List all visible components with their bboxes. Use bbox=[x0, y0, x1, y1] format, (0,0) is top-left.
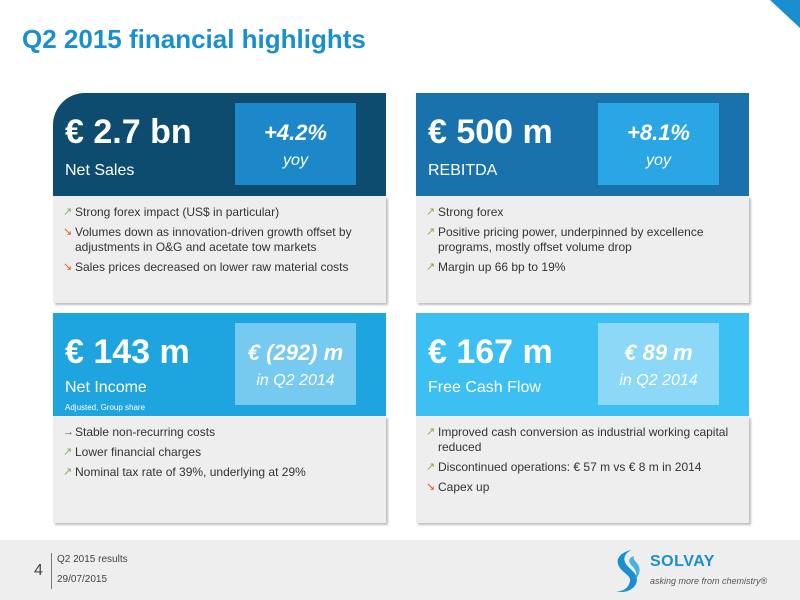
bullet-text: Volumes down as innovation-driven growth… bbox=[75, 225, 352, 254]
metric-value: € 143 m bbox=[65, 333, 190, 371]
corner-decoration bbox=[770, 0, 800, 28]
metric-label: Net Sales bbox=[65, 162, 135, 179]
footer-title: Q2 2015 results bbox=[57, 554, 128, 565]
solvay-s-icon bbox=[614, 550, 640, 592]
bullet-text: Improved cash conversion as industrial w… bbox=[438, 425, 729, 454]
change-box: € 89 m in Q2 2014 bbox=[598, 323, 719, 405]
bullet-item: ↗ Margin up 66 bp to 19% bbox=[426, 260, 739, 275]
bullet-item: ↗ Strong forex bbox=[426, 205, 739, 220]
bullet-item: ↗ Nominal tax rate of 39%, underlying at … bbox=[63, 465, 376, 480]
change-box: € (292) m in Q2 2014 bbox=[235, 323, 356, 405]
card-header: € 500 m REBITDA +8.1% yoy bbox=[416, 93, 749, 196]
footer: 4 Q2 2015 results 29/07/2015 SOLVAY aski… bbox=[0, 540, 800, 600]
bullet-text: Margin up 66 bp to 19% bbox=[438, 260, 566, 274]
bullet-text: Nominal tax rate of 39%, underlying at 2… bbox=[75, 465, 306, 479]
change-value: +8.1% bbox=[627, 120, 690, 145]
net-income-card: € 143 m Net Income Adjusted, Group share… bbox=[53, 313, 386, 523]
change-box: +4.2% yoy bbox=[235, 103, 356, 185]
change-value: +4.2% bbox=[264, 120, 327, 145]
arrow-up-right-icon: ↗ bbox=[426, 206, 436, 218]
bullet-item: ↗ Positive pricing power, underpinned by … bbox=[426, 225, 739, 255]
bullet-text: Capex up bbox=[438, 480, 490, 494]
metric-label: Free Cash Flow bbox=[428, 379, 541, 396]
bullet-text: Discontinued operations: € 57 m vs € 8 m… bbox=[438, 460, 702, 474]
arrow-down-right-icon: ↘ bbox=[63, 226, 73, 238]
arrow-up-right-icon: ↗ bbox=[63, 446, 73, 458]
bullet-item: ↘ Sales prices decreased on lower raw mat… bbox=[63, 260, 376, 275]
bullet-text: Strong forex bbox=[438, 205, 504, 219]
change-label: in Q2 2014 bbox=[256, 372, 335, 389]
bullet-item: ↘ Capex up bbox=[426, 480, 739, 495]
solvay-logo: SOLVAY asking more from chemistry® bbox=[606, 546, 786, 596]
metric-label: Net Income bbox=[65, 379, 147, 396]
page-number: 4 bbox=[34, 562, 43, 579]
card-body: ↗ Strong forex ↗ Positive pricing power, u… bbox=[416, 196, 749, 303]
change-label: yoy bbox=[646, 152, 671, 169]
arrow-up-right-icon: ↗ bbox=[426, 426, 436, 438]
metric-value: € 167 m bbox=[428, 333, 553, 371]
arrow-up-right-icon: ↗ bbox=[63, 206, 73, 218]
arrow-up-right-icon: ↗ bbox=[426, 261, 436, 273]
metric-sublabel: Adjusted, Group share bbox=[65, 403, 146, 412]
bullet-text: Strong forex impact (US$ in particular) bbox=[75, 205, 280, 219]
bullet-item: ↗ Discontinued operations: € 57 m vs € 8 … bbox=[426, 460, 739, 475]
change-label: in Q2 2014 bbox=[619, 372, 698, 389]
free-cash-flow-card: € 167 m Free Cash Flow € 89 m in Q2 2014… bbox=[416, 313, 749, 523]
bullet-item: ↘ Volumes down as innovation-driven growt… bbox=[63, 225, 376, 255]
bullet-item: ↗ Improved cash conversion as industrial … bbox=[426, 425, 739, 455]
arrow-right-icon: → bbox=[63, 426, 74, 438]
card-header: € 143 m Net Income Adjusted, Group share… bbox=[53, 313, 386, 416]
card-body: → Stable non-recurring costs ↗ Lower finan… bbox=[53, 416, 386, 523]
change-value: € (292) m bbox=[247, 340, 344, 365]
net-sales-card: € 2.7 bn Net Sales +4.2% yoy ↗ Strong for… bbox=[53, 93, 386, 303]
metric-value: € 2.7 bn bbox=[65, 113, 192, 151]
bullet-text: Stable non-recurring costs bbox=[75, 425, 216, 439]
logo-wordmark: SOLVAY bbox=[650, 553, 715, 570]
bullet-item: → Stable non-recurring costs bbox=[63, 425, 376, 440]
metric-label: REBITDA bbox=[428, 162, 498, 179]
arrow-up-right-icon: ↗ bbox=[63, 466, 73, 478]
bullet-item: ↗ Lower financial charges bbox=[63, 445, 376, 460]
logo-tagline: asking more from chemistry® bbox=[650, 576, 768, 586]
bullet-text: Positive pricing power, underpinned by e… bbox=[438, 225, 704, 254]
arrow-up-right-icon: ↗ bbox=[426, 226, 436, 238]
card-body: ↗ Strong forex impact (US$ in particular)… bbox=[53, 196, 386, 303]
footer-date: 29/07/2015 bbox=[57, 574, 108, 585]
change-value: € 89 m bbox=[624, 340, 693, 365]
metric-value: € 500 m bbox=[428, 113, 553, 151]
footer-divider bbox=[51, 553, 52, 589]
change-label: yoy bbox=[283, 152, 308, 169]
page-title: Q2 2015 financial highlights bbox=[22, 24, 366, 54]
arrow-up-right-icon: ↗ bbox=[426, 461, 436, 473]
change-box: +8.1% yoy bbox=[598, 103, 719, 185]
card-header: € 2.7 bn Net Sales +4.2% yoy bbox=[53, 93, 386, 196]
arrow-down-right-icon: ↘ bbox=[63, 261, 73, 273]
bullet-text: Lower financial charges bbox=[75, 445, 202, 459]
bullet-text: Sales prices decreased on lower raw mate… bbox=[75, 260, 349, 274]
arrow-down-right-icon: ↘ bbox=[426, 481, 436, 493]
bullet-item: ↗ Strong forex impact (US$ in particular) bbox=[63, 205, 376, 220]
card-body: ↗ Improved cash conversion as industrial … bbox=[416, 416, 749, 523]
rebitda-card: € 500 m REBITDA +8.1% yoy ↗ Strong forex … bbox=[416, 93, 749, 303]
card-header: € 167 m Free Cash Flow € 89 m in Q2 2014 bbox=[416, 313, 749, 416]
